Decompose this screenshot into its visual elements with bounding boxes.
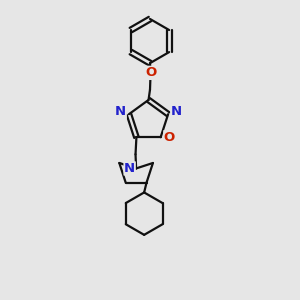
Text: O: O — [145, 66, 156, 80]
Text: N: N — [171, 105, 182, 118]
Text: N: N — [124, 162, 135, 175]
Text: N: N — [115, 105, 126, 118]
Text: O: O — [164, 131, 175, 144]
